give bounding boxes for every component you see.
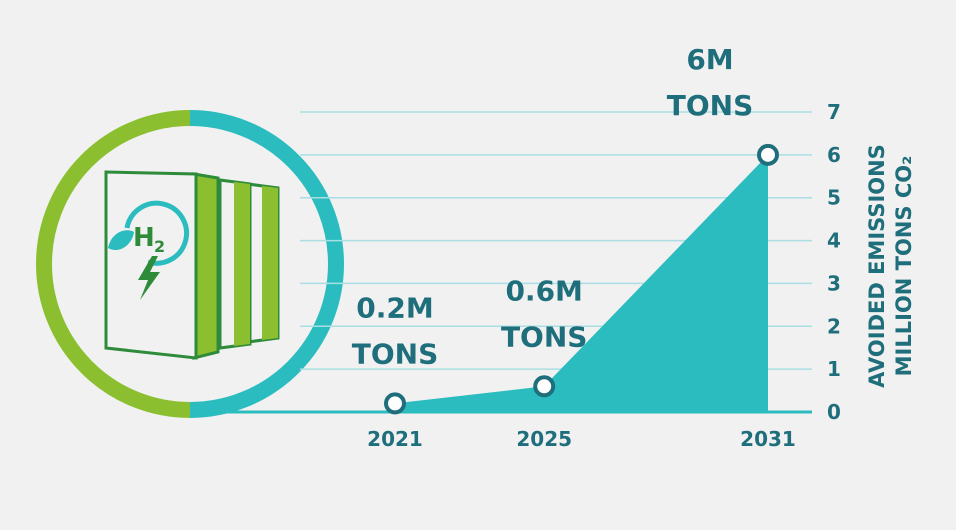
y-axis-title-line-2: MILLION TONS CO₂ — [892, 156, 916, 377]
y-tick-label: 6 — [827, 143, 841, 167]
y-tick-label: 0 — [827, 400, 841, 424]
data-point-2025 — [533, 375, 556, 398]
y-axis-ticks: 0 1 2 3 4 5 6 7 — [827, 100, 841, 424]
data-label-2031-line-2: TONS — [667, 89, 754, 122]
x-tick-label: 2021 — [367, 427, 423, 451]
y-tick-label: 1 — [827, 357, 841, 381]
hydrogen-fuel-cell-icon: H 2 — [36, 110, 344, 418]
y-tick-label: 4 — [827, 229, 841, 253]
y-tick-label: 3 — [827, 271, 841, 295]
data-label-2021-line-2: TONS — [352, 337, 439, 370]
y-tick-label: 2 — [827, 314, 841, 338]
icon-ring-green-half — [36, 110, 191, 418]
area-series — [395, 154, 768, 412]
cell-panel-front-side — [192, 172, 220, 360]
area-fill — [395, 154, 768, 412]
data-label-2031-line-1: 6M — [686, 43, 733, 76]
h2-text: H — [133, 223, 155, 253]
data-labels: 0.2M TONS 0.6M TONS 6M TONS — [352, 43, 754, 371]
y-tick-label: 7 — [827, 100, 841, 124]
h2-arc — [124, 200, 190, 266]
data-points — [384, 143, 779, 415]
data-point-2031 — [757, 143, 779, 166]
data-label-2021-line-1: 0.2M — [356, 291, 433, 324]
y-axis-title-line-1: AVOIDED EMISSIONS — [865, 144, 889, 388]
data-point-2021 — [384, 392, 406, 415]
data-label-2025-line-2: TONS — [501, 320, 588, 353]
cell-panel-mid-side — [234, 182, 250, 346]
x-tick-label: 2031 — [740, 427, 796, 451]
icon-ring-teal-half — [189, 110, 344, 418]
y-axis-title: AVOIDED EMISSIONS MILLION TONS CO₂ — [865, 144, 916, 388]
leaf-icon — [108, 230, 134, 251]
y-tick-label: 5 — [827, 186, 841, 210]
x-tick-label: 2025 — [516, 427, 572, 451]
data-label-2025-line-1: 0.6M — [505, 274, 582, 307]
cell-panel-back-side — [262, 186, 278, 340]
h2-subscript: 2 — [154, 237, 165, 256]
x-axis-ticks: 2021 2025 2031 — [367, 427, 796, 451]
lightning-bolt-icon — [138, 256, 160, 300]
